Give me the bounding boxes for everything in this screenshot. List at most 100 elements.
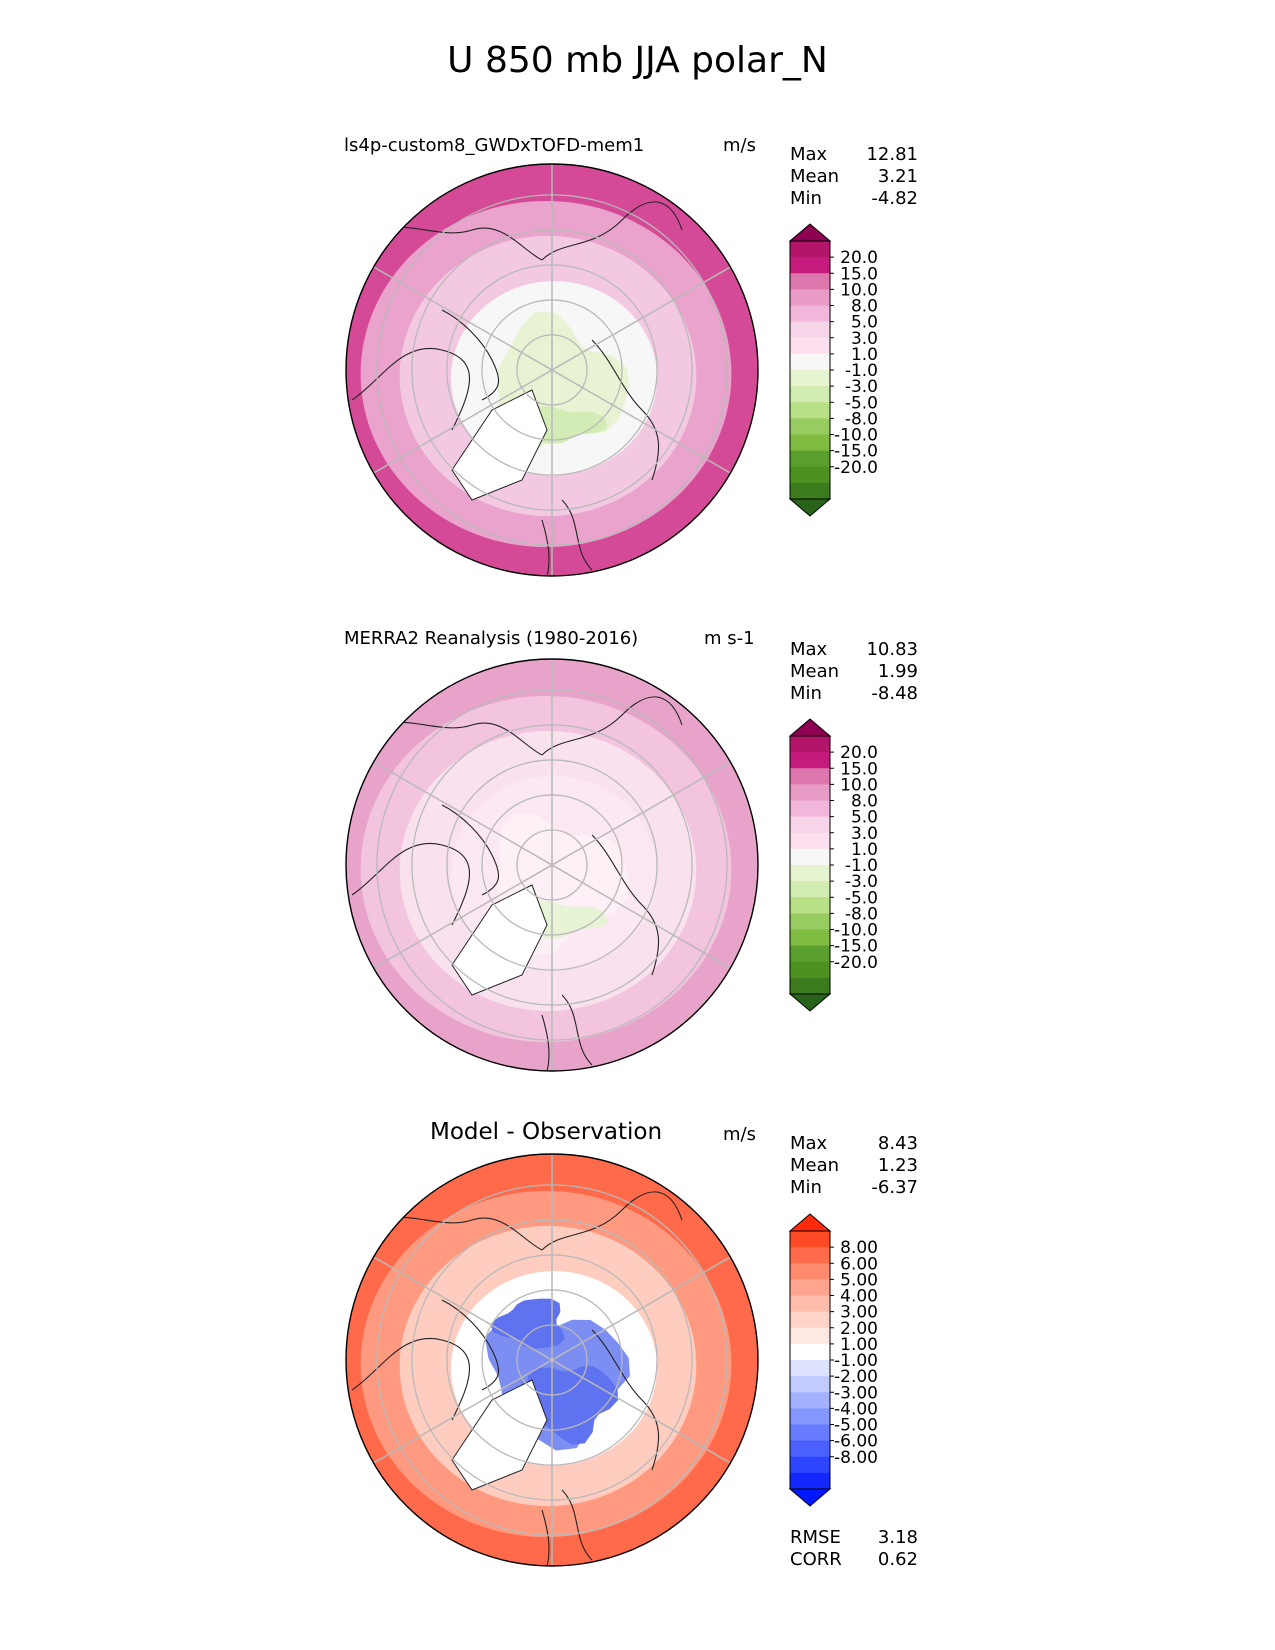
colorbar-tick-label: -2.00 [834,1367,878,1387]
map-field [346,1154,758,1566]
colorbar-segment [790,1231,830,1248]
field-core [527,1366,619,1445]
coastline [541,1014,550,1071]
panel-1-stats: Max 12.81 Mean 3.21 Min -4.82 [790,144,918,210]
stat-max: Max 10.83 [790,639,918,660]
colorbar-segment [790,321,830,339]
colorbar-tick-label: -3.0 [845,377,878,397]
colorbar-segment [790,848,830,866]
colorbar-tick-label: -5.0 [845,888,878,908]
colorbar-segment [790,466,830,484]
colorbar-tick-label: 5.00 [840,1270,878,1290]
colorbar-segment [790,353,830,371]
panel-2-stats: Max 10.83 Mean 1.99 Min -8.48 [790,639,918,705]
coastline [441,804,500,896]
meridian-line [551,1256,731,1361]
coastline [441,309,500,401]
meridian-line [373,369,553,474]
coastline [561,1489,593,1561]
coastline [561,499,593,571]
colorbar-segment [790,418,830,435]
coastline [591,1329,660,1471]
meridian-line [373,1359,553,1464]
panel-1-colorbar: 20.015.010.08.05.03.01.0-1.0-3.0-5.0-8.0… [788,223,878,517]
colorbar-tick-label: -6.00 [834,1432,878,1452]
colorbar-tick-label: -1.00 [834,1351,878,1371]
stat-max: Max 8.43 [790,1133,918,1154]
colorbar-segment [790,337,830,355]
colorbar-tick-label: 2.00 [840,1319,878,1339]
colorbar-segment [790,865,830,882]
field-core [524,406,608,444]
colorbar-extend-bottom [788,1488,832,1507]
colorbar-extend-bottom [788,498,832,517]
colorbar-tick-label: 10.0 [840,775,878,795]
colorbar-segment [790,1327,830,1345]
colorbar-segment [790,450,830,468]
colorbar-segment [790,402,830,419]
colorbar-segment [790,1392,830,1409]
field-core [490,1298,565,1349]
colorbar-segment [790,1311,830,1329]
colorbar-tick-label: 1.00 [840,1335,878,1355]
colorbar-segment [790,929,830,947]
colorbar-segment [790,370,830,387]
panel-2-polar-map [345,658,759,1072]
colorbar-extend-bottom [788,993,832,1012]
panel-1-title: ls4p-custom8_GWDxTOFD-mem1 [344,135,645,156]
stat-min: Min -4.82 [790,188,918,209]
colorbar-segment [790,1247,830,1264]
meridian-line [373,266,553,371]
greenland-landmass [451,884,548,996]
colorbar-tick-label: -3.0 [845,872,878,892]
panel-3-title: Model - Observation [430,1119,663,1145]
colorbar-segment [790,1360,830,1377]
stat-max: Max 12.81 [790,144,918,165]
colorbar-tick-label: 4.00 [840,1287,878,1307]
colorbar-segment [790,241,830,258]
colorbar-tick-label: -15.0 [834,937,878,957]
colorbar-tick-label: -8.0 [845,904,878,924]
colorbar-segment [790,289,830,306]
coastline [541,201,683,261]
coastline [351,842,470,926]
colorbar-tick-label: -3.00 [834,1383,878,1403]
meridian-line [551,266,731,371]
colorbar-tick-label: 3.00 [840,1303,878,1323]
coastline [541,1191,683,1251]
colorbar-segment [790,1263,830,1280]
meridian-line [373,864,553,969]
coastline [591,834,660,976]
colorbar-segment [790,784,830,801]
greenland-landmass [451,1379,548,1491]
greenland-landmass [451,389,548,501]
meridian-line [551,864,731,969]
map-boundary [345,1153,759,1567]
meridian-line [373,761,553,866]
colorbar-tick-label: -10.0 [834,426,878,446]
meridian-line [551,761,731,866]
coastline [541,696,683,756]
colorbar-tick-label: -5.0 [845,393,878,413]
colorbar-tick-label: -15.0 [834,442,878,462]
map-field [346,659,758,1071]
colorbar-segment [790,961,830,979]
panel-3-metrics: RMSE 3.18 CORR 0.62 [790,1527,918,1571]
meridian-line [551,1359,731,1464]
map-boundary [345,163,759,577]
coastline [351,1337,470,1421]
colorbar-tick-label: -4.00 [834,1399,878,1419]
colorbar-segment [790,945,830,963]
meridian-line [373,1256,553,1361]
colorbar-segment [790,1440,830,1458]
colorbar-extend-top [788,1213,832,1232]
colorbar-segment [790,305,830,323]
colorbar-segment [790,913,830,930]
colorbar-tick-label: 15.0 [840,264,878,284]
coastline [541,519,550,576]
colorbar-tick-label: -20.0 [834,458,878,478]
coastline [541,1509,550,1566]
field-core [524,901,608,939]
colorbar-tick-label: 8.0 [851,297,878,317]
colorbar-segment [790,736,830,753]
